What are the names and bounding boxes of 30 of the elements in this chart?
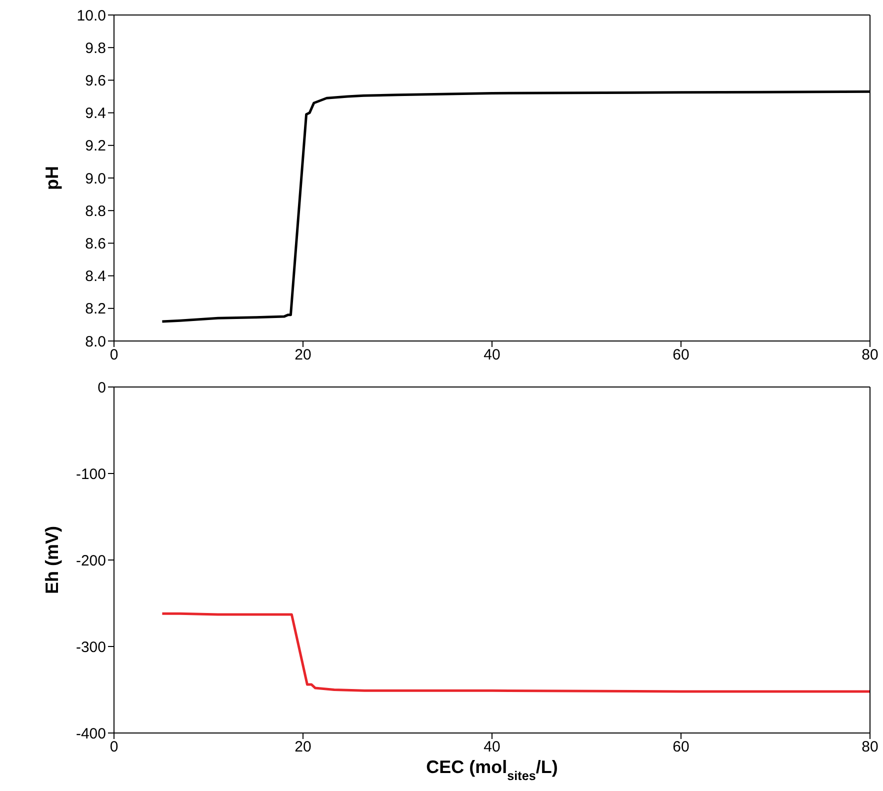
y-tick-label: 10.0 [76, 7, 106, 24]
y-tick-label: 9.0 [85, 170, 106, 188]
x-tick-label: 80 [862, 738, 878, 756]
x-tick-label: 20 [294, 346, 312, 364]
y-tick-label: -300 [76, 638, 106, 656]
y-tick-label: 8.6 [85, 236, 106, 253]
x-tick-label: 80 [862, 346, 878, 364]
y-tick-label: 8.8 [85, 202, 106, 220]
x-tick-label: 40 [484, 738, 500, 756]
line-series [160, 612, 870, 693]
y-tick-label: 9.4 [85, 105, 106, 122]
y-tick-label: -400 [76, 725, 106, 742]
y-tick-label: 9.8 [85, 40, 106, 57]
y-tick-label: -200 [76, 552, 106, 570]
y-tick-label: 9.6 [85, 72, 106, 90]
x-axis-title: CEC (mol$_{sites}$/L) [426, 757, 558, 783]
y-tick-label: 8.0 [85, 333, 106, 350]
x-tick-label: 0 [110, 738, 118, 756]
x-tick-label: 60 [672, 738, 690, 756]
x-tick-label: 60 [672, 346, 690, 364]
y-tick-label: 8.4 [85, 268, 106, 286]
y-tick-label: 0 [98, 379, 106, 396]
y-tick-label: -100 [76, 466, 106, 483]
y-tick-label: 9.2 [85, 138, 106, 155]
x-tick-label: 40 [484, 346, 500, 364]
x-tick-label: 0 [110, 346, 118, 364]
y-tick-label: 8.2 [85, 300, 106, 318]
y-axis-title: pH [42, 166, 62, 190]
x-tick-label: 20 [294, 738, 312, 756]
y-axis-title: Eh (mV) [42, 526, 62, 594]
